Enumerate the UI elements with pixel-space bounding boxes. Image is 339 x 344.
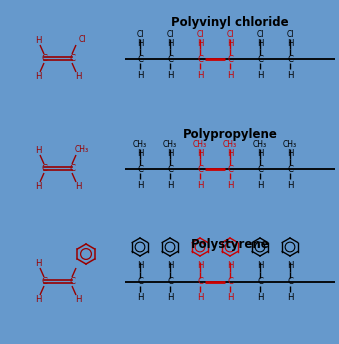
Text: Cl: Cl [226,30,234,39]
Text: C: C [287,164,293,173]
Text: H: H [167,293,173,302]
Text: H: H [287,293,293,302]
Text: H: H [257,149,263,158]
Text: H: H [197,149,203,158]
Text: CH₃: CH₃ [223,140,237,149]
Text: C: C [69,277,75,286]
Text: H: H [197,181,203,190]
Text: CH₃: CH₃ [163,140,177,149]
Text: Cl: Cl [166,30,174,39]
Text: H: H [287,261,293,270]
Text: H: H [137,293,143,302]
Text: CH₃: CH₃ [253,140,267,149]
Text: C: C [197,278,203,287]
Text: C: C [41,164,47,173]
Text: Polystyrene: Polystyrene [191,237,270,250]
Text: CH₃: CH₃ [75,144,89,153]
Text: C: C [227,278,233,287]
Text: H: H [167,39,173,47]
Text: H: H [35,294,41,303]
Text: C: C [41,277,47,286]
Text: Cl: Cl [78,34,86,43]
Text: H: H [197,39,203,47]
Text: H: H [35,258,41,268]
Text: H: H [137,149,143,158]
Text: C: C [227,54,233,64]
Text: H: H [167,181,173,190]
Text: H: H [227,39,233,47]
Text: H: H [287,71,293,79]
Text: C: C [69,54,75,63]
Text: H: H [197,71,203,79]
Text: H: H [167,261,173,270]
Text: Cl: Cl [196,30,204,39]
Text: CH₃: CH₃ [193,140,207,149]
Text: CH₃: CH₃ [283,140,297,149]
Text: H: H [257,293,263,302]
Text: H: H [257,71,263,79]
Text: H: H [137,71,143,79]
Text: H: H [227,149,233,158]
Text: H: H [137,181,143,190]
Text: H: H [227,181,233,190]
Text: Polypropylene: Polypropylene [183,128,277,140]
Text: H: H [287,181,293,190]
Text: C: C [287,54,293,64]
Text: H: H [35,35,41,44]
Text: C: C [227,164,233,173]
Text: H: H [75,72,81,80]
Text: H: H [137,39,143,47]
Text: Cl: Cl [286,30,294,39]
Text: H: H [137,261,143,270]
Text: H: H [287,149,293,158]
Text: Cl: Cl [136,30,144,39]
Text: C: C [257,54,263,64]
Text: H: H [35,72,41,80]
Text: C: C [257,278,263,287]
Text: H: H [257,181,263,190]
Text: C: C [137,54,143,64]
Text: H: H [35,182,41,191]
Text: H: H [167,149,173,158]
Text: C: C [69,164,75,173]
Text: C: C [197,164,203,173]
Text: Cl: Cl [256,30,264,39]
Text: H: H [287,39,293,47]
Text: H: H [197,293,203,302]
Text: C: C [137,164,143,173]
Text: C: C [167,164,173,173]
Text: H: H [35,146,41,154]
Text: H: H [227,71,233,79]
Text: H: H [257,39,263,47]
Text: H: H [257,261,263,270]
Text: C: C [287,278,293,287]
Text: CH₃: CH₃ [133,140,147,149]
Text: H: H [167,71,173,79]
Text: C: C [167,54,173,64]
Text: C: C [197,54,203,64]
Text: H: H [197,261,203,270]
Text: H: H [227,293,233,302]
Text: C: C [137,278,143,287]
Text: C: C [167,278,173,287]
Text: H: H [75,182,81,191]
Text: Polyvinyl chloride: Polyvinyl chloride [171,15,289,29]
Text: C: C [41,54,47,63]
Text: C: C [257,164,263,173]
Text: H: H [75,294,81,303]
Text: H: H [227,261,233,270]
